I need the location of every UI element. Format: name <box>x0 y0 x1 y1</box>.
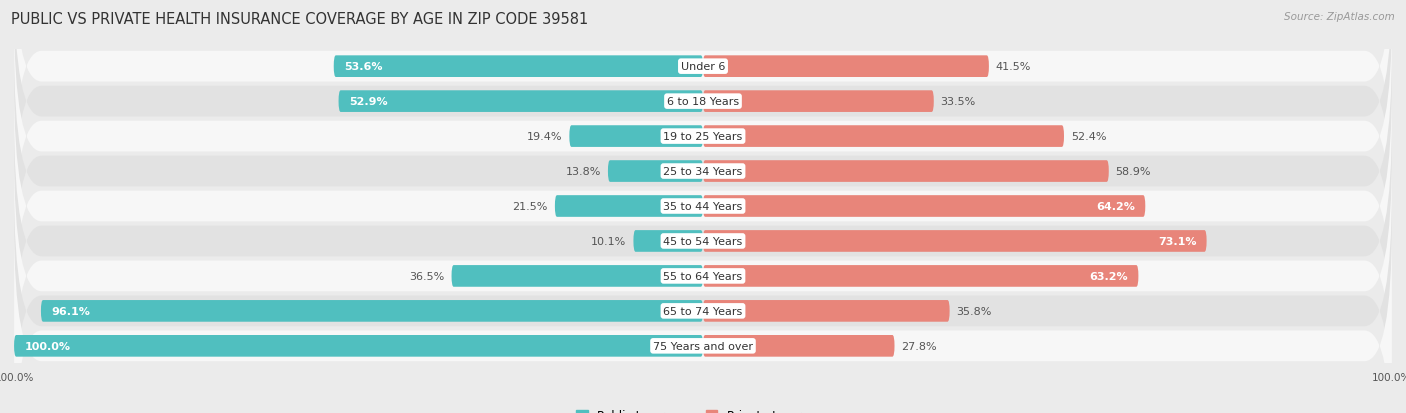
Text: 100.0%: 100.0% <box>24 341 70 351</box>
Legend: Public Insurance, Private Insurance: Public Insurance, Private Insurance <box>571 404 835 413</box>
Text: 35.8%: 35.8% <box>956 306 991 316</box>
FancyBboxPatch shape <box>451 266 703 287</box>
FancyBboxPatch shape <box>14 47 1392 296</box>
Text: 21.5%: 21.5% <box>513 202 548 211</box>
Text: 19 to 25 Years: 19 to 25 Years <box>664 132 742 142</box>
FancyBboxPatch shape <box>14 222 1392 413</box>
FancyBboxPatch shape <box>703 230 1206 252</box>
Text: 65 to 74 Years: 65 to 74 Years <box>664 306 742 316</box>
FancyBboxPatch shape <box>703 266 1139 287</box>
FancyBboxPatch shape <box>703 335 894 357</box>
FancyBboxPatch shape <box>703 196 1146 217</box>
Text: 45 to 54 Years: 45 to 54 Years <box>664 236 742 247</box>
FancyBboxPatch shape <box>703 126 1064 147</box>
Text: 33.5%: 33.5% <box>941 97 976 107</box>
Text: 36.5%: 36.5% <box>409 271 444 281</box>
FancyBboxPatch shape <box>333 56 703 78</box>
Text: PUBLIC VS PRIVATE HEALTH INSURANCE COVERAGE BY AGE IN ZIP CODE 39581: PUBLIC VS PRIVATE HEALTH INSURANCE COVER… <box>11 12 589 27</box>
FancyBboxPatch shape <box>703 91 934 113</box>
FancyBboxPatch shape <box>14 0 1392 191</box>
FancyBboxPatch shape <box>607 161 703 183</box>
Text: 6 to 18 Years: 6 to 18 Years <box>666 97 740 107</box>
Text: Under 6: Under 6 <box>681 62 725 72</box>
Text: 27.8%: 27.8% <box>901 341 936 351</box>
FancyBboxPatch shape <box>14 152 1392 401</box>
FancyBboxPatch shape <box>14 0 1392 226</box>
Text: 52.4%: 52.4% <box>1071 132 1107 142</box>
FancyBboxPatch shape <box>703 161 1109 183</box>
FancyBboxPatch shape <box>555 196 703 217</box>
Text: 58.9%: 58.9% <box>1116 166 1152 177</box>
Text: 10.1%: 10.1% <box>592 236 627 247</box>
FancyBboxPatch shape <box>14 82 1392 331</box>
Text: Source: ZipAtlas.com: Source: ZipAtlas.com <box>1284 12 1395 22</box>
Text: 53.6%: 53.6% <box>344 62 382 72</box>
FancyBboxPatch shape <box>703 56 988 78</box>
Text: 19.4%: 19.4% <box>527 132 562 142</box>
Text: 63.2%: 63.2% <box>1090 271 1128 281</box>
FancyBboxPatch shape <box>14 335 703 357</box>
Text: 75 Years and over: 75 Years and over <box>652 341 754 351</box>
Text: 35 to 44 Years: 35 to 44 Years <box>664 202 742 211</box>
FancyBboxPatch shape <box>339 91 703 113</box>
Text: 64.2%: 64.2% <box>1097 202 1135 211</box>
FancyBboxPatch shape <box>634 230 703 252</box>
Text: 25 to 34 Years: 25 to 34 Years <box>664 166 742 177</box>
Text: 55 to 64 Years: 55 to 64 Years <box>664 271 742 281</box>
FancyBboxPatch shape <box>14 117 1392 366</box>
Text: 96.1%: 96.1% <box>51 306 90 316</box>
Text: 13.8%: 13.8% <box>565 166 600 177</box>
FancyBboxPatch shape <box>703 300 949 322</box>
FancyBboxPatch shape <box>41 300 703 322</box>
FancyBboxPatch shape <box>569 126 703 147</box>
Text: 41.5%: 41.5% <box>995 62 1031 72</box>
Text: 73.1%: 73.1% <box>1157 236 1197 247</box>
FancyBboxPatch shape <box>14 12 1392 261</box>
FancyBboxPatch shape <box>14 187 1392 413</box>
Text: 52.9%: 52.9% <box>349 97 388 107</box>
